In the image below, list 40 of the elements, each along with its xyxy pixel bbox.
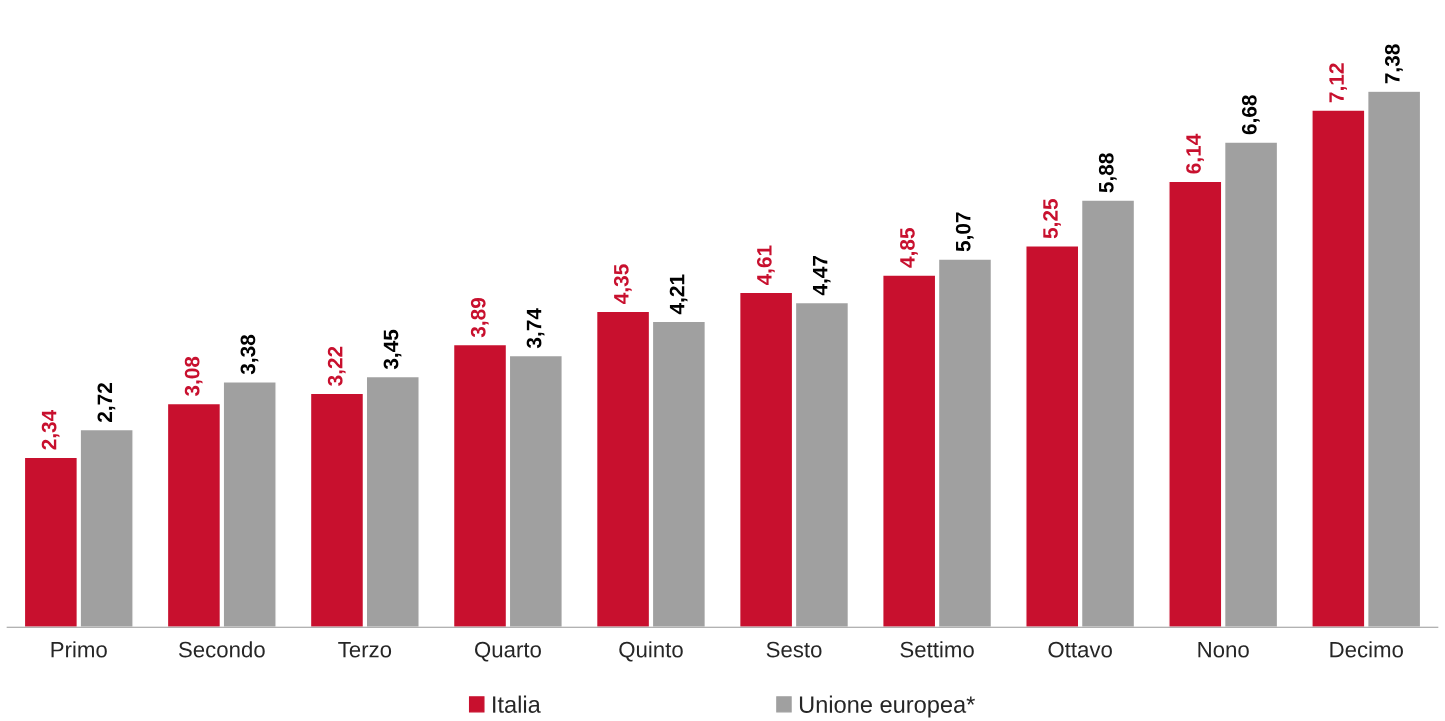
x-tick-label: Quinto	[619, 641, 683, 662]
bar	[1168, 180, 1223, 628]
data-label: 3,74	[526, 308, 545, 349]
data-label: 4,85	[900, 228, 918, 268]
x-tick-label: Ottavo	[1048, 641, 1112, 658]
bar	[882, 274, 937, 628]
bar	[595, 310, 651, 628]
x-tick-label: Quarto	[475, 641, 541, 662]
data-label: 5,25	[1043, 198, 1061, 239]
x-tick-label: Secondo	[178, 641, 265, 658]
data-label: 7,12	[1329, 63, 1347, 103]
data-label: 3,89	[470, 297, 489, 338]
data-label: 4,47	[812, 255, 831, 296]
legend-label: Unione europea*	[799, 695, 975, 718]
data-label: 5,88	[1098, 153, 1117, 193]
bar	[309, 392, 365, 628]
data-label: 4,21	[669, 274, 688, 315]
data-label: 3,08	[184, 356, 203, 397]
x-tick-label: Settimo	[900, 641, 974, 658]
data-label: 7,38	[1384, 44, 1403, 84]
data-label: 5,07	[955, 212, 974, 252]
data-label: 3,38	[240, 334, 259, 375]
data-label: 2,34	[41, 409, 60, 450]
x-tick-label: Nono	[1198, 641, 1249, 658]
data-label: 2,72	[97, 383, 116, 423]
bar	[738, 291, 794, 628]
data-label: 6,68	[1241, 95, 1260, 135]
legend-label: Italia	[493, 695, 541, 713]
bar	[1025, 245, 1080, 628]
data-label: 3,45	[383, 329, 402, 370]
data-label: 6,14	[1186, 133, 1204, 174]
x-tick-label: Primo	[51, 641, 107, 658]
data-label: 4,61	[756, 245, 775, 286]
data-label: 4,35	[613, 264, 632, 304]
data-label: 3,22	[327, 346, 346, 386]
x-tick-label: Sesto	[766, 641, 822, 658]
x-tick-label: Decimo	[1330, 641, 1403, 658]
bar	[166, 402, 222, 628]
bar	[452, 343, 508, 628]
x-tick-label: Terzo	[338, 641, 392, 658]
